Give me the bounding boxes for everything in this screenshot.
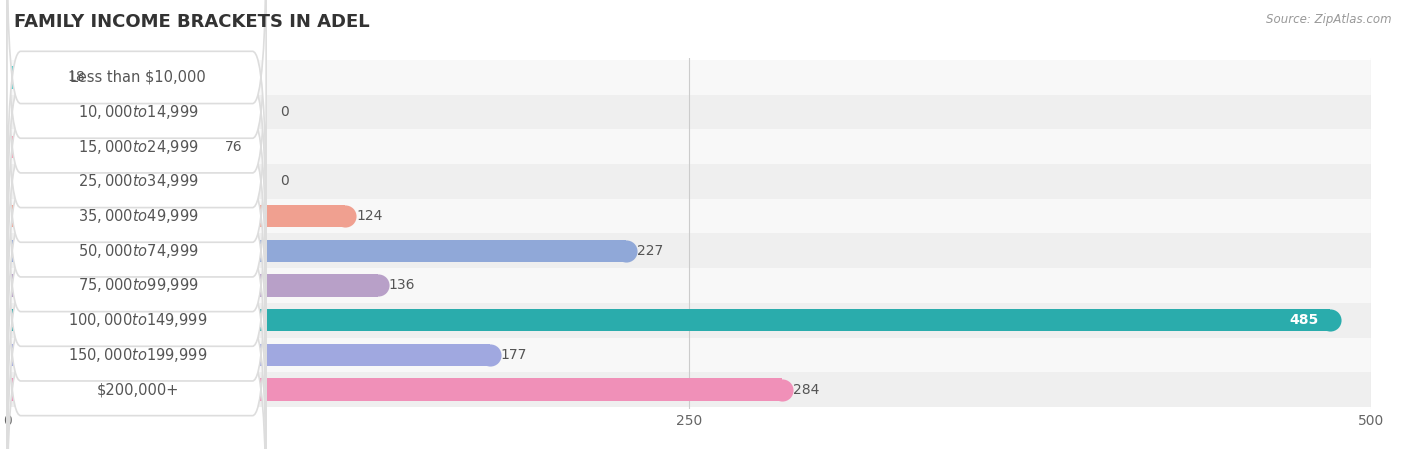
- Bar: [7, 66, 56, 89]
- Text: 0: 0: [280, 105, 288, 119]
- Text: 177: 177: [501, 348, 527, 362]
- Text: $50,000 to $74,999: $50,000 to $74,999: [77, 242, 198, 260]
- FancyBboxPatch shape: [7, 0, 266, 224]
- Text: 76: 76: [225, 140, 243, 154]
- FancyBboxPatch shape: [7, 69, 266, 363]
- Text: $100,000 to $149,999: $100,000 to $149,999: [69, 311, 208, 329]
- Bar: [0, 60, 1406, 95]
- Text: $10,000 to $14,999: $10,000 to $14,999: [77, 103, 198, 121]
- Bar: [7, 309, 1330, 331]
- Bar: [7, 240, 626, 262]
- Bar: [7, 136, 214, 158]
- Text: $15,000 to $24,999: $15,000 to $24,999: [77, 138, 198, 156]
- Bar: [0, 303, 1406, 338]
- Text: $35,000 to $49,999: $35,000 to $49,999: [77, 207, 198, 225]
- FancyBboxPatch shape: [7, 34, 266, 329]
- FancyBboxPatch shape: [7, 0, 266, 260]
- Bar: [0, 372, 1406, 407]
- FancyBboxPatch shape: [7, 207, 266, 449]
- FancyBboxPatch shape: [7, 138, 266, 433]
- Text: 227: 227: [637, 244, 664, 258]
- Bar: [0, 164, 1406, 199]
- Text: 18: 18: [67, 70, 84, 84]
- Bar: [0, 199, 1406, 233]
- Bar: [7, 343, 489, 366]
- Text: Less than $10,000: Less than $10,000: [70, 70, 205, 85]
- Bar: [7, 274, 378, 297]
- Text: 136: 136: [389, 278, 415, 292]
- Text: $25,000 to $34,999: $25,000 to $34,999: [77, 172, 198, 190]
- Bar: [7, 205, 346, 227]
- Text: 284: 284: [793, 383, 818, 396]
- FancyBboxPatch shape: [7, 0, 266, 294]
- FancyBboxPatch shape: [7, 173, 266, 449]
- Text: 485: 485: [1289, 313, 1319, 327]
- Text: 124: 124: [356, 209, 382, 223]
- Bar: [0, 268, 1406, 303]
- Text: Source: ZipAtlas.com: Source: ZipAtlas.com: [1267, 13, 1392, 26]
- Text: $150,000 to $199,999: $150,000 to $199,999: [69, 346, 208, 364]
- Bar: [0, 129, 1406, 164]
- Bar: [0, 95, 1406, 129]
- Text: FAMILY INCOME BRACKETS IN ADEL: FAMILY INCOME BRACKETS IN ADEL: [14, 13, 370, 31]
- FancyBboxPatch shape: [7, 104, 266, 398]
- Text: $200,000+: $200,000+: [97, 382, 179, 397]
- Text: 0: 0: [280, 175, 288, 189]
- Bar: [0, 233, 1406, 268]
- FancyBboxPatch shape: [7, 242, 266, 449]
- Bar: [7, 378, 782, 401]
- Bar: [0, 338, 1406, 372]
- Text: $75,000 to $99,999: $75,000 to $99,999: [77, 277, 198, 295]
